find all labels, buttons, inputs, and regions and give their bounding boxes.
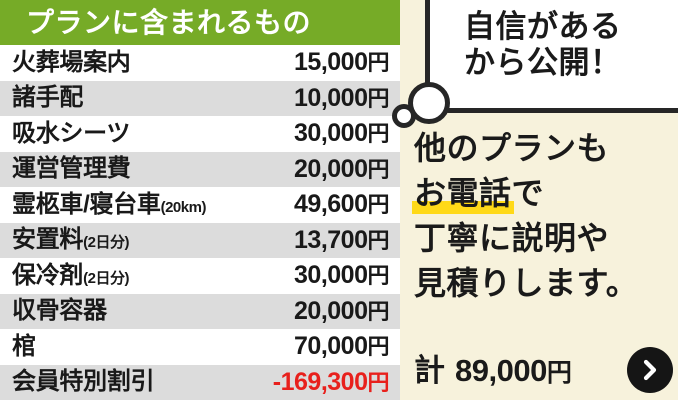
yen-symbol: 円 [367,192,389,218]
total-amount-value: 89,000 [455,352,547,388]
row-amount-value: 30,000 [294,119,368,148]
row-item-name: 会員特別割引 [12,368,155,396]
row-item-name: 安置料 [12,226,84,254]
row-item-label: 会員特別割引 [12,370,273,394]
row-item-name: 諸手配 [12,84,84,112]
row-discount-amount: -169,300円 [272,367,390,396]
yen-symbol: 円 [367,369,389,395]
yen-symbol: 円 [367,263,389,289]
row-amount: 30,000円 [294,263,389,288]
row-item-note: (2日分) [83,269,129,287]
promo-highlight-phone: お電話 [412,171,514,216]
row-item-note: (2日分) [83,234,129,252]
speech-bubble-tail-large-circle [408,82,450,124]
yen-symbol: 円 [367,121,389,147]
plan-table-header-label: プランに含まれるもの [26,6,312,38]
total-label: 計 [414,352,445,388]
plan-table-header: プランに含まれるもの [0,0,400,45]
promo-line-1: 他のプランも [414,130,610,166]
row-amount: 70,000円 [294,334,389,359]
speech-bubble: 自信がある から公開！ [425,0,678,113]
row-amount-value: 15,000 [294,48,368,77]
row-item-name: 吸水シーツ [12,119,131,147]
row-amount-value: 49,600 [294,190,368,219]
table-row: 運営管理費 20,000円 [0,151,400,187]
row-amount-value: 20,000 [294,296,368,325]
row-item-note: (20km) [160,198,207,216]
total-row: 計 89,000円 [414,345,678,395]
row-item-name: 運営管理費 [12,155,131,183]
table-row: 火葬場案内 15,000円 [0,45,400,81]
total-amount: 89,000円 [455,352,572,388]
yen-symbol: 円 [367,334,389,360]
row-amount: 20,000円 [294,154,389,183]
row-item-name: 保冷剤 [12,261,84,289]
row-amount-value: -169,300 [272,367,368,396]
total-yen-symbol: 円 [546,358,572,387]
row-item-label: 収骨容器 [12,299,294,323]
table-row: 収骨容器 20,000円 [0,293,400,329]
row-amount-value: 10,000 [294,83,368,112]
row-amount: 15,000円 [294,50,389,75]
row-amount: 49,600円 [294,192,389,217]
table-row: 棺 70,000円 [0,329,400,365]
yen-symbol: 円 [367,85,389,111]
promo-line-4: 見積りします。 [414,265,639,301]
row-item-name: 霊柩車/寝台車 [12,190,161,218]
row-amount: 20,000円 [294,296,389,325]
table-row: 会員特別割引 -169,300円 [0,364,400,400]
row-amount-value: 13,700 [294,225,368,254]
row-amount: 13,700円 [294,225,389,254]
plan-inclusions-table: プランに含まれるもの 火葬場案内 15,000円 諸手配 10,000円 吸水シーツ 30… [0,0,400,400]
speech-bubble-text: 自信がある から公開！ [464,9,678,81]
row-item-label: 霊柩車/寝台車 (20km) [12,190,294,218]
yen-symbol: 円 [367,50,389,76]
row-item-label: 棺 [12,332,294,360]
row-item-label: 保冷剤 (2日分) [12,261,294,289]
table-row: 諸手配 10,000円 [0,80,400,116]
row-item-name: 棺 [12,332,36,360]
row-item-name: 収骨容器 [12,297,107,325]
row-amount-value: 70,000 [294,332,368,361]
yen-symbol: 円 [367,298,389,324]
row-item-label: 安置料 (2日分) [12,228,294,252]
row-item-name: 火葬場案内 [12,48,131,76]
promo-line-2: お電話で [412,171,678,216]
next-arrow-button[interactable] [627,347,673,393]
row-amount-value: 30,000 [294,261,368,290]
yen-symbol: 円 [367,227,389,253]
row-amount: 30,000円 [294,121,389,146]
row-amount-value: 20,000 [294,154,368,183]
promo-text-block: 他のプランも お電話で 丁寧に説明や 見積りします。 [412,126,678,306]
speech-bubble-tail-small-circle [392,104,416,128]
row-item-label: 諸手配 [12,86,294,110]
speech-bubble-line-2: から公開！ [464,45,622,80]
promo-line-2-rest: で [511,175,545,211]
promo-line-3: 丁寧に説明や [414,220,610,256]
speech-bubble-line-1: 自信がある [464,9,622,44]
yen-symbol: 円 [367,156,389,182]
row-item-label: 火葬場案内 [12,48,294,76]
row-item-label: 運営管理費 [12,157,294,181]
row-item-label: 吸水シーツ [12,119,294,147]
table-row: 安置料 (2日分) 13,700円 [0,222,400,258]
table-row: 吸水シーツ 30,000円 [0,116,400,152]
promo-panel: 自信がある から公開！ 他のプランも お電話で 丁寧に説明や 見積りします。 計… [392,0,678,400]
table-row: 霊柩車/寝台車 (20km) 49,600円 [0,187,400,223]
chevron-right-icon [643,359,657,381]
table-row: 保冷剤 (2日分) 30,000円 [0,258,400,294]
row-amount: 10,000円 [294,83,389,112]
